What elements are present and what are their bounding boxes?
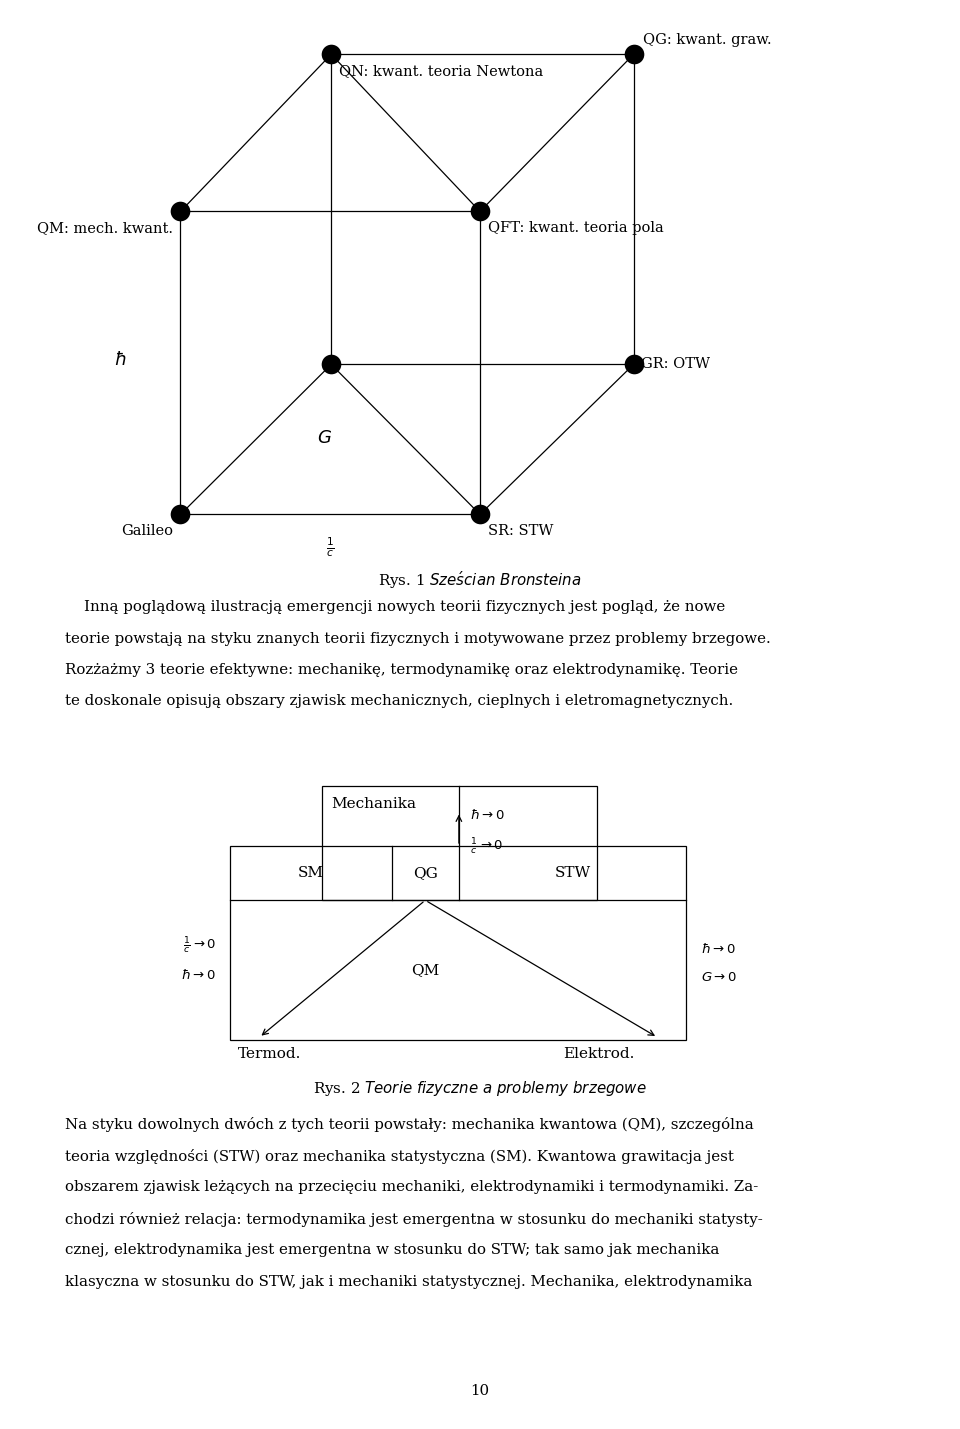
Text: $\frac{1}{c}$: $\frac{1}{c}$ — [325, 536, 335, 559]
Text: $G \rightarrow 0$: $G \rightarrow 0$ — [701, 970, 737, 985]
Point — [472, 200, 488, 223]
Point — [173, 503, 188, 526]
Text: chodzi również relacja: termodynamika jest emergentna w stosunku do mechaniki st: chodzi również relacja: termodynamika je… — [65, 1212, 763, 1226]
Text: teoria względności (STW) oraz mechanika statystyczna (SM). Kwantowa grawitacja j: teoria względności (STW) oraz mechanika … — [65, 1149, 734, 1163]
Point — [324, 43, 339, 66]
Text: $\hbar \rightarrow 0$: $\hbar \rightarrow 0$ — [181, 967, 216, 982]
Text: Na styku dowolnych dwóch z tych teorii powstały: mechanika kwantowa (QM), szczeg: Na styku dowolnych dwóch z tych teorii p… — [65, 1117, 754, 1132]
Text: QM: mech. kwant.: QM: mech. kwant. — [36, 221, 173, 236]
Text: Galileo: Galileo — [121, 524, 173, 539]
Text: teorie powstają na styku znanych teorii fizycznych i motywowane przez problemy b: teorie powstają na styku znanych teorii … — [65, 632, 771, 646]
Text: obszarem zjawisk leżących na przecięciu mechaniki, elektrodynamiki i termodynami: obszarem zjawisk leżących na przecięciu … — [65, 1180, 758, 1195]
Text: 10: 10 — [470, 1383, 490, 1398]
Text: Rys. 2 $\it{Teorie\ fizyczne\ a\ problemy\ brzegowe}$: Rys. 2 $\it{Teorie\ fizyczne\ a\ problem… — [313, 1079, 647, 1097]
Text: Termod.: Termod. — [238, 1047, 301, 1062]
Point — [626, 43, 641, 66]
Text: cznej, elektrodynamika jest emergentna w stosunku do STW; tak samo jak mechanika: cznej, elektrodynamika jest emergentna w… — [65, 1243, 720, 1258]
Point — [626, 353, 641, 376]
Text: $\frac{1}{c} \rightarrow 0$: $\frac{1}{c} \rightarrow 0$ — [470, 836, 504, 856]
Text: GR: OTW: GR: OTW — [641, 357, 710, 372]
Text: Rys. 1 $\it{Sze\'{s}cian\ Bronsteina}$: Rys. 1 $\it{Sze\'{s}cian\ Bronsteina}$ — [378, 569, 582, 590]
Text: QFT: kwant. teoria pola: QFT: kwant. teoria pola — [488, 221, 663, 236]
Text: $G$: $G$ — [317, 429, 332, 447]
Text: Elektrod.: Elektrod. — [563, 1047, 635, 1062]
Text: Mechanika: Mechanika — [331, 797, 417, 812]
Text: QN: kwant. teoria Newtona: QN: kwant. teoria Newtona — [339, 64, 543, 79]
Text: $\hbar \rightarrow 0$: $\hbar \rightarrow 0$ — [701, 942, 735, 956]
Bar — [230, 846, 686, 1040]
Point — [472, 503, 488, 526]
Point — [324, 353, 339, 376]
Text: te doskonale opisują obszary zjawisk mechanicznych, cieplnych i eletromagnetyczn: te doskonale opisują obszary zjawisk mec… — [65, 694, 733, 709]
Text: QG: QG — [413, 866, 438, 880]
Point — [173, 200, 188, 223]
Text: QG: kwant. graw.: QG: kwant. graw. — [643, 33, 772, 47]
Text: Inną poglądową ilustracją emergencji nowych teorii fizycznych jest pogląd, że no: Inną poglądową ilustracją emergencji now… — [65, 600, 726, 614]
Text: Rozżażmy 3 teorie efektywne: mechanikę, termodynamikę oraz elektrodynamikę. Teor: Rozżażmy 3 teorie efektywne: mechanikę, … — [65, 663, 738, 677]
Bar — [322, 786, 597, 900]
Text: $\frac{1}{c} \rightarrow 0$: $\frac{1}{c} \rightarrow 0$ — [182, 935, 216, 955]
Text: SR: STW: SR: STW — [488, 524, 553, 539]
Text: klasyczna w stosunku do STW, jak i mechaniki statystycznej. Mechanika, elektrody: klasyczna w stosunku do STW, jak i mecha… — [65, 1275, 753, 1289]
Text: QM: QM — [411, 963, 440, 977]
Text: $\hbar \rightarrow 0$: $\hbar \rightarrow 0$ — [470, 807, 505, 822]
Text: $\hbar$: $\hbar$ — [114, 352, 126, 369]
Text: STW: STW — [555, 866, 590, 880]
Text: SM: SM — [298, 866, 324, 880]
